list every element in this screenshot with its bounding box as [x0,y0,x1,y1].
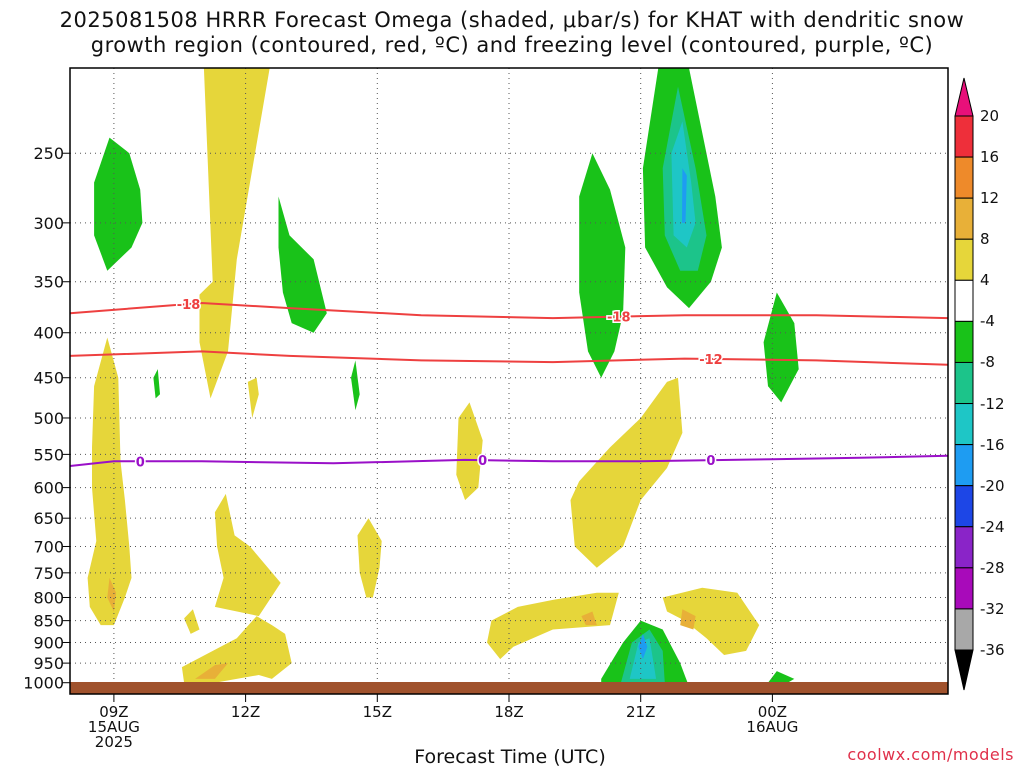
y-tick-label: 400 [33,324,64,343]
x-tick-label: 16AUG [746,718,799,736]
omega-region [680,609,696,630]
colorbar-tick-label: -4 [980,312,995,331]
omega-region [199,68,270,399]
omega-region [487,592,619,660]
omega-region [581,611,597,626]
y-tick-label: 550 [33,445,64,464]
colorbar-swatch [954,197,974,240]
y-tick-label: 500 [33,409,64,428]
contour-label: 0 [706,454,715,469]
y-tick-label: 800 [33,588,64,607]
colorbar-tick-label: -12 [980,394,1005,413]
colorbar-tick-label: -8 [980,353,995,372]
colorbar-tick-label: -16 [980,435,1005,454]
colorbar-tick-label: -36 [980,641,1005,659]
plot-area [70,68,948,694]
contour-label: -18 [607,311,631,326]
colorbar-tick-label: -32 [980,599,1005,618]
omega-region [638,633,648,660]
y-tick-label: 850 [33,612,64,631]
contour-label: 0 [478,454,487,469]
contour-line [69,454,949,467]
x-tick-label: 12Z [230,703,261,721]
colorbar-swatch [954,403,974,446]
y-tick-label: 650 [33,509,64,528]
ground-strip [70,682,948,694]
x-axis-label: Forecast Time (UTC) [414,746,606,768]
contour-line [69,301,949,320]
y-tick-label: 1000 [23,674,64,693]
omega-region [153,369,160,399]
contour-label: -18 [177,298,201,313]
omega-region [195,663,228,679]
colorbar-swatch [954,115,974,158]
chart-title-line-2: growth region (contoured, red, ºC) and f… [90,33,934,57]
omega-region [184,609,200,634]
x-tick-label: 15Z [362,703,392,721]
colorbar-swatch [954,320,974,363]
x-tick-label: 09Z [99,703,129,721]
omega-region [682,168,687,223]
colorbar-tick-label: 8 [980,230,990,249]
colorbar-tick-label: 20 [980,107,1000,125]
y-tick-label: 750 [33,564,64,583]
omega-region [570,377,683,568]
x-tick-label: 00Z [757,703,788,721]
y-tick-label: 600 [33,479,64,498]
colorbar-tick-label: 16 [980,148,1000,167]
colorbar-top-arrow [954,77,974,117]
colorbar-swatch [954,526,974,569]
omega-region [662,587,760,655]
y-tick-label: 950 [33,654,64,673]
colorbar-bottom-arrow [954,649,974,691]
omega-region [351,360,360,411]
colorbar-tick-label: -28 [980,558,1005,577]
omega-region [214,493,281,617]
y-tick-label: 450 [33,369,64,388]
colorbar-swatch [954,361,974,405]
omega-region [579,153,626,378]
contour-label: -12 [699,353,723,368]
colorbar-tick-label: 12 [980,189,1000,208]
omega-region [763,292,799,403]
colorbar-tick-label: 4 [980,271,990,290]
omega-region [87,337,132,626]
colorbar-swatch [954,444,974,487]
y-tick-label: 300 [33,214,64,233]
x-tick-label: 2025 [94,733,133,751]
omega-region [357,518,382,598]
chart-title-line-1: 2025081508 HRRR Forecast Omega (shaded, … [59,8,965,32]
y-tick-label: 900 [33,633,64,652]
y-tick-label: 250 [33,144,64,163]
omega-region [247,377,259,418]
colorbar-swatch [954,608,974,651]
colorbar-swatch [954,156,974,199]
colorbar-swatch [954,485,974,528]
omega-region [94,137,143,271]
contour-line [69,350,949,366]
omega-region [181,616,292,683]
colorbar-swatch [954,279,974,322]
x-tick-label: 18Z [494,703,524,721]
x-tick-label: 15AUG [87,718,140,736]
credit-link[interactable]: coolwx.com/models [847,745,1014,764]
colorbar-tick-label: -20 [980,476,1005,495]
colorbar-swatch [954,567,974,610]
x-tick-label: 21Z [626,703,656,721]
colorbar-tick-label: -24 [980,517,1005,536]
y-tick-label: 700 [33,537,64,556]
omega-region [456,402,483,501]
contour-label: 0 [136,455,145,470]
omega-region [278,196,327,333]
colorbar-swatch [954,238,974,281]
y-tick-label: 350 [33,273,64,292]
